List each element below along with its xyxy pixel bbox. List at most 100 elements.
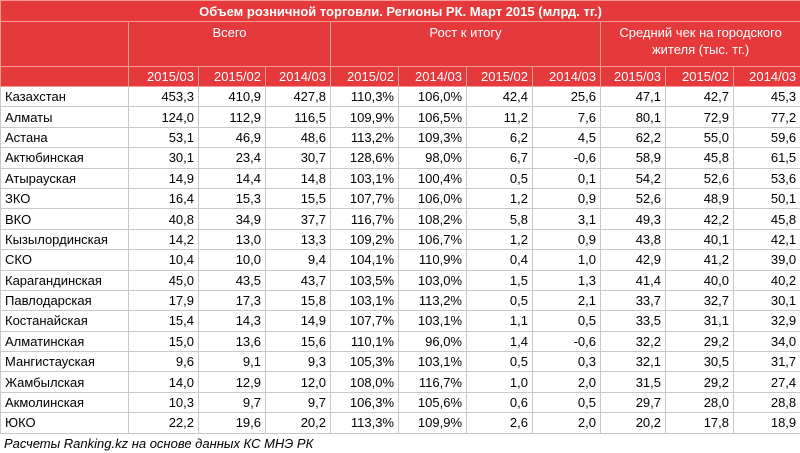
- cell-value: 30,1: [734, 290, 800, 310]
- cell-value: 453,3: [129, 87, 199, 107]
- region-name: Атырауская: [1, 168, 129, 188]
- cell-value: 14,3: [199, 311, 266, 331]
- cell-value: 31,1: [666, 311, 734, 331]
- period-header: 2015/02: [199, 67, 266, 87]
- cell-value: 2,0: [533, 372, 601, 392]
- cell-value: 17,3: [199, 290, 266, 310]
- cell-value: 10,4: [129, 250, 199, 270]
- cell-value: 15,0: [129, 331, 199, 351]
- cell-value: 14,4: [199, 168, 266, 188]
- cell-value: 17,8: [666, 413, 734, 433]
- cell-value: 48,9: [666, 188, 734, 208]
- cell-value: 48,6: [266, 127, 331, 147]
- cell-value: 1,0: [467, 372, 533, 392]
- cell-value: 0,9: [533, 229, 601, 249]
- cell-value: 40,1: [666, 229, 734, 249]
- cell-value: 6,2: [467, 127, 533, 147]
- cell-value: 10,3: [129, 392, 199, 412]
- cell-value: 14,9: [129, 168, 199, 188]
- cell-value: 13,3: [266, 229, 331, 249]
- period-header: 2014/03: [266, 67, 331, 87]
- cell-value: 109,2%: [331, 229, 399, 249]
- cell-value: 9,1: [199, 352, 266, 372]
- cell-value: 0,3: [533, 352, 601, 372]
- cell-value: 39,0: [734, 250, 800, 270]
- cell-value: 42,7: [666, 87, 734, 107]
- cell-value: 41,2: [666, 250, 734, 270]
- cell-value: 9,4: [266, 250, 331, 270]
- cell-value: 427,8: [266, 87, 331, 107]
- cell-value: 16,4: [129, 188, 199, 208]
- cell-value: 25,6: [533, 87, 601, 107]
- region-name: Павлодарская: [1, 290, 129, 310]
- cell-value: 14,9: [266, 311, 331, 331]
- cell-value: 23,4: [199, 148, 266, 168]
- cell-value: 106,3%: [331, 392, 399, 412]
- cell-value: 45,8: [734, 209, 800, 229]
- cell-value: 1,1: [467, 311, 533, 331]
- cell-value: 0,5: [467, 352, 533, 372]
- cell-value: 13,0: [199, 229, 266, 249]
- cell-value: 105,3%: [331, 352, 399, 372]
- cell-value: 15,8: [266, 290, 331, 310]
- group-header: Рост к итогу: [331, 22, 601, 67]
- cell-value: 20,2: [266, 413, 331, 433]
- cell-value: 53,1: [129, 127, 199, 147]
- cell-value: 55,0: [666, 127, 734, 147]
- cell-value: 30,7: [266, 148, 331, 168]
- cell-value: 32,7: [666, 290, 734, 310]
- cell-value: 107,7%: [331, 311, 399, 331]
- cell-value: 42,9: [601, 250, 666, 270]
- cell-value: 28,8: [734, 392, 800, 412]
- cell-value: 103,1%: [399, 352, 467, 372]
- cell-value: 72,9: [666, 107, 734, 127]
- cell-value: 52,6: [666, 168, 734, 188]
- cell-value: 30,5: [666, 352, 734, 372]
- cell-value: 46,9: [199, 127, 266, 147]
- cell-value: 113,3%: [331, 413, 399, 433]
- cell-value: 14,8: [266, 168, 331, 188]
- cell-value: 14,0: [129, 372, 199, 392]
- region-name: Казахстан: [1, 87, 129, 107]
- cell-value: 18,9: [734, 413, 800, 433]
- region-name: Карагандинская: [1, 270, 129, 290]
- cell-value: 53,6: [734, 168, 800, 188]
- cell-value: 116,7%: [399, 372, 467, 392]
- cell-value: 106,5%: [399, 107, 467, 127]
- cell-value: 0,1: [533, 168, 601, 188]
- cell-value: 31,7: [734, 352, 800, 372]
- cell-value: 15,3: [199, 188, 266, 208]
- cell-value: 14,2: [129, 229, 199, 249]
- cell-value: 2,6: [467, 413, 533, 433]
- period-header: 2014/03: [399, 67, 467, 87]
- cell-value: 33,5: [601, 311, 666, 331]
- group-header: Всего: [129, 22, 331, 67]
- data-table: Объем розничной торговли. Регионы РК. Ма…: [0, 0, 800, 434]
- cell-value: 42,1: [734, 229, 800, 249]
- cell-value: 1,2: [467, 188, 533, 208]
- period-header: 2014/03: [734, 67, 800, 87]
- cell-value: 40,8: [129, 209, 199, 229]
- corner: [1, 22, 129, 67]
- cell-value: 113,2%: [399, 290, 467, 310]
- cell-value: 108,0%: [331, 372, 399, 392]
- cell-value: 29,2: [666, 331, 734, 351]
- cell-value: 1,4: [467, 331, 533, 351]
- region-name: Костанайская: [1, 311, 129, 331]
- cell-value: 0,9: [533, 188, 601, 208]
- cell-value: 107,7%: [331, 188, 399, 208]
- cell-value: 29,2: [666, 372, 734, 392]
- region-name: ВКО: [1, 209, 129, 229]
- cell-value: 128,6%: [331, 148, 399, 168]
- cell-value: 124,0: [129, 107, 199, 127]
- cell-value: 106,7%: [399, 229, 467, 249]
- cell-value: 0,5: [467, 290, 533, 310]
